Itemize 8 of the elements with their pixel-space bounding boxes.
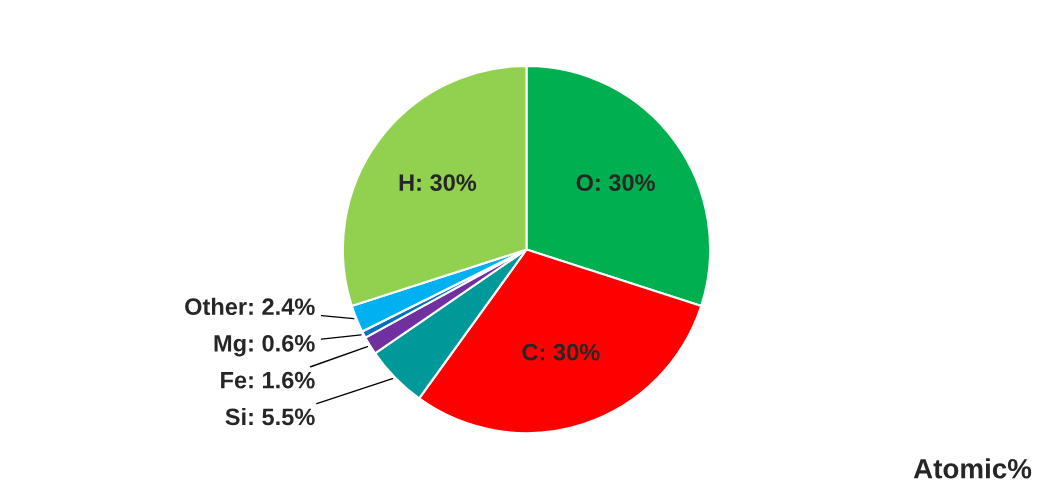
slice-label: C: 30%	[522, 343, 600, 361]
slice-label: Fe: 1.6%	[221, 371, 315, 389]
slice-label: Mg: 0.6%	[214, 334, 315, 357]
slice-label: Si: 5.5%	[225, 407, 315, 426]
slice-label: Other: 2.4%	[185, 297, 315, 316]
slice-label: O: 30%	[576, 174, 655, 192]
slice-label: H: 30%	[399, 174, 477, 192]
text: Atomic%	[913, 458, 1032, 479]
